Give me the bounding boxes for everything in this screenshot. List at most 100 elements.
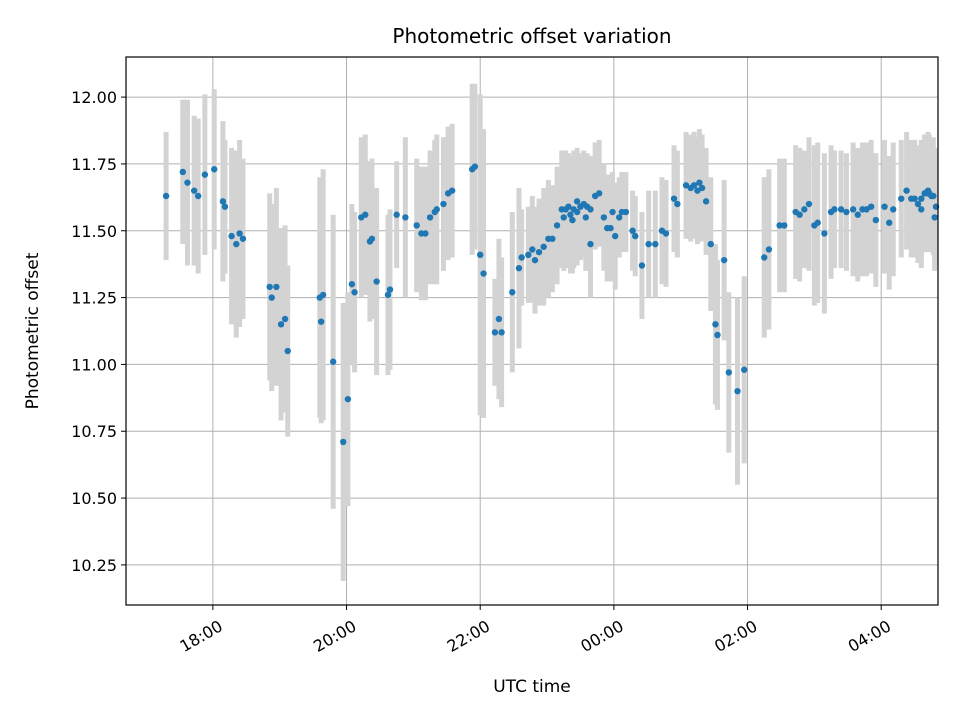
y-tick-label: 11.75 — [71, 155, 117, 174]
data-point — [565, 203, 572, 210]
data-point — [268, 294, 275, 301]
data-point — [384, 291, 392, 299]
data-point — [329, 358, 337, 365]
data-point — [632, 232, 639, 240]
data-point — [351, 289, 358, 296]
data-point — [776, 222, 783, 229]
plot-frame — [125, 56, 939, 606]
data-point — [670, 195, 678, 202]
data-point — [531, 256, 539, 264]
data-point — [931, 214, 938, 221]
data-point — [928, 192, 935, 200]
data-point — [179, 168, 187, 176]
data-point — [344, 395, 352, 403]
data-point — [535, 248, 543, 256]
y-tick-label: 12.00 — [71, 88, 117, 107]
data-point — [645, 240, 652, 248]
data-point — [924, 187, 932, 194]
data-point — [854, 211, 862, 218]
data-point — [201, 171, 209, 178]
data-point — [911, 195, 918, 202]
y-tick-label: 11.00 — [71, 355, 117, 374]
data-point — [471, 163, 479, 170]
data-point — [674, 200, 681, 208]
data-point — [903, 187, 910, 194]
data-point — [918, 206, 925, 213]
data-point — [796, 211, 803, 218]
data-point — [573, 208, 581, 216]
data-point — [690, 182, 698, 189]
data-point — [612, 232, 619, 240]
data-point — [765, 246, 773, 253]
data-point — [219, 198, 227, 205]
data-point — [525, 251, 532, 259]
chart-title: Photometric offset variation — [392, 24, 671, 48]
data-point — [393, 211, 400, 218]
data-point — [662, 230, 670, 237]
data-point — [433, 206, 440, 213]
data-point — [529, 246, 536, 253]
data-point — [638, 262, 646, 269]
data-point — [843, 208, 850, 216]
data-point — [714, 331, 721, 339]
data-point — [587, 240, 594, 248]
data-point — [582, 214, 589, 221]
data-point — [821, 230, 828, 237]
data-point — [867, 203, 875, 210]
data-point — [190, 187, 198, 194]
data-point — [498, 329, 505, 336]
data-point — [184, 179, 191, 186]
data-point — [831, 206, 838, 213]
data-point — [914, 200, 922, 208]
data-point — [600, 214, 608, 221]
data-point — [518, 254, 525, 261]
data-point — [413, 222, 420, 229]
data-point — [340, 438, 347, 446]
data-point — [402, 214, 409, 221]
data-point — [698, 184, 706, 192]
data-point — [567, 211, 574, 218]
data-point — [236, 230, 243, 237]
data-point — [725, 369, 733, 376]
data-point — [569, 216, 576, 224]
data-point — [814, 219, 821, 226]
data-point — [849, 206, 857, 213]
data-point — [549, 235, 556, 242]
data-point — [712, 321, 719, 328]
data-point — [480, 270, 487, 277]
data-point — [317, 318, 325, 325]
data-point — [426, 214, 434, 221]
data-point — [652, 240, 659, 248]
data-point — [509, 289, 516, 296]
data-point — [228, 232, 235, 240]
data-point — [491, 329, 499, 336]
data-point — [890, 206, 897, 213]
data-point — [422, 230, 429, 237]
data-point — [881, 203, 888, 210]
data-point — [348, 281, 356, 288]
data-point — [781, 222, 788, 229]
data-point — [194, 192, 202, 200]
data-point — [898, 195, 905, 202]
data-point — [707, 240, 714, 248]
y-axis-ticks: 10.25 10.50 10.75 11.00 11.25 11.50 11.75 12.00 — [71, 88, 126, 575]
data-point — [587, 206, 594, 213]
data-point — [281, 315, 289, 323]
data-point — [682, 182, 690, 189]
data-point — [386, 286, 394, 293]
data-point — [368, 235, 376, 242]
data-point — [607, 224, 614, 232]
data-point — [761, 254, 768, 261]
y-tick-label: 10.25 — [71, 556, 117, 575]
data-point — [515, 264, 523, 272]
data-point — [734, 387, 741, 395]
data-point — [720, 256, 728, 264]
data-point — [239, 235, 247, 242]
data-point — [595, 190, 603, 197]
data-point — [560, 214, 567, 221]
data-point — [277, 321, 285, 328]
data-point — [448, 187, 456, 194]
data-point — [837, 206, 845, 213]
data-point — [233, 240, 240, 248]
data-points — [162, 163, 940, 446]
